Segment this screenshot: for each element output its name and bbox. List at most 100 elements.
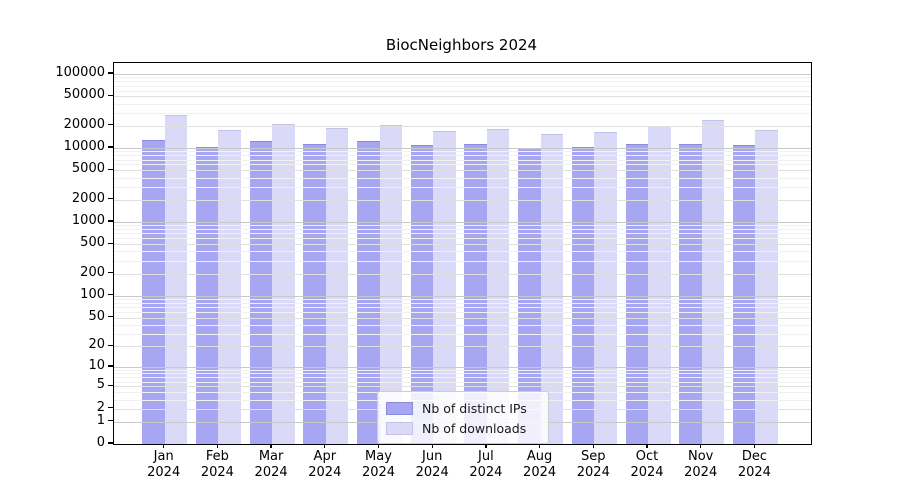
bar-distinct-ips-apr-2024 [303,144,326,444]
x-tick-label-nov-2024: Nov 2024 [684,449,718,480]
minor-gridline [114,151,811,153]
bar-downloads-apr-2024 [325,127,349,444]
minor-gridline [114,381,811,383]
minor-gridline [114,251,811,253]
y-tick-mark [108,168,113,170]
y-tick-mark [108,316,113,318]
y-tick-mark [108,271,113,274]
bar-downloads-aug-2024 [540,133,564,444]
bar-distinct-ips-may-2024 [357,141,380,444]
y-tick-mark [108,407,113,409]
bar-downloads-feb-2024 [218,129,241,444]
major-gridline [114,125,811,127]
y-tick-label-50000: 50000 [63,87,105,103]
minor-gridline [114,229,811,231]
y-tick-label-200: 200 [80,264,105,280]
y-tick-label-100: 100 [80,286,105,302]
minor-gridline [114,333,811,335]
minor-gridline [114,103,811,105]
minor-gridline [114,370,811,371]
minor-gridline [114,233,811,235]
bar-downloads-jul-2024 [486,129,510,444]
minor-gridline [114,260,811,262]
minor-gridline [114,311,811,313]
x-tick-mark [270,444,272,448]
major-gridline [114,317,811,319]
x-tick-label-dec-2024: Dec 2024 [737,449,771,480]
bar-distinct-ips-dec-2024 [732,144,756,444]
x-tick-label-jun-2024: Jun 2024 [415,449,449,480]
bar-downloads-dec-2024 [755,129,778,444]
y-tick-mark [108,94,113,96]
minor-gridline [114,155,811,157]
legend-row-distinct-ips: Nb of distinct IPs [386,398,540,418]
minor-gridline [114,373,811,375]
minor-gridline [114,90,811,92]
bars-layer [114,63,811,444]
legend-swatch-distinct-ips [386,401,413,415]
y-tick-label-0: 0 [96,435,105,450]
minor-gridline [114,177,811,179]
x-tick-label-apr-2024: Apr 2024 [308,449,342,480]
y-tick-mark [108,420,113,422]
minor-gridline [114,186,811,188]
major-gridline [114,366,811,368]
x-tick-mark [216,444,219,448]
major-gridline [114,295,811,297]
x-tick-label-may-2024: May 2024 [361,449,396,480]
y-tick-label-500: 500 [80,235,105,251]
y-tick-mark [108,220,113,222]
bar-distinct-ips-oct-2024 [625,144,648,444]
major-gridline [114,148,811,149]
y-tick-label-2: 2 [96,399,105,415]
legend-swatch-downloads [386,421,413,435]
minor-gridline [114,225,811,227]
bar-downloads-jun-2024 [433,131,456,444]
y-tick-mark [108,124,113,126]
major-gridline [114,273,811,275]
minor-gridline [114,164,811,166]
major-gridline [114,74,811,75]
y-tick-label-50: 50 [88,308,105,324]
x-tick-mark [646,444,648,448]
y-tick-label-5000: 5000 [71,161,105,177]
x-tick-label-jan-2024: Jan 2024 [147,449,181,480]
minor-gridline [114,238,811,240]
minor-gridline [114,77,811,79]
gridlines-layer [114,63,811,444]
y-tick-mark [108,365,113,367]
major-gridline [114,222,811,223]
minor-gridline [114,377,811,379]
x-tick-mark [324,444,326,448]
minor-gridline [114,299,811,300]
x-tick-mark [485,444,487,448]
legend-row-downloads: Nb of downloads [386,418,540,438]
y-tick-label-1: 1 [96,412,105,428]
x-tick-label-mar-2024: Mar 2024 [254,449,288,480]
y-tick-label-20: 20 [88,337,105,353]
major-gridline [114,386,811,388]
chart-title: BiocNeighbors 2024 [385,36,538,54]
plot-area: Nb of distinct IPs Nb of downloads [113,62,812,445]
y-tick-mark [108,344,113,346]
bar-downloads-jan-2024 [164,114,188,444]
bar-distinct-ips-nov-2024 [679,144,702,444]
y-tick-mark [108,146,113,148]
x-tick-label-aug-2024: Aug 2024 [523,449,557,480]
major-gridline [114,199,811,201]
major-gridline [114,96,811,98]
y-tick-label-100000: 100000 [55,65,105,80]
y-tick-label-5: 5 [96,377,105,393]
major-gridline [114,170,811,172]
x-tick-label-feb-2024: Feb 2024 [200,449,234,480]
minor-gridline [114,302,811,304]
y-tick-label-2000: 2000 [71,190,105,206]
minor-gridline [114,81,811,83]
minor-gridline [114,307,811,308]
x-tick-label-sep-2024: Sep 2024 [576,449,610,480]
y-tick-mark [108,242,113,244]
minor-gridline [114,159,811,161]
bar-distinct-ips-sep-2024 [571,147,595,444]
minor-gridline [114,112,811,114]
legend-label-distinct-ips: Nb of distinct IPs [422,400,527,416]
